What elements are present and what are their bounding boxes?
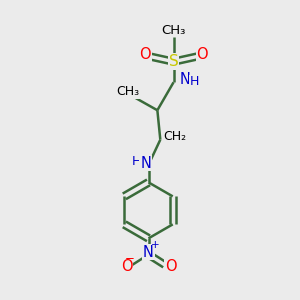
Text: −: −: [125, 252, 135, 265]
Text: H: H: [190, 75, 200, 88]
Text: S: S: [169, 54, 178, 69]
Text: CH₂: CH₂: [163, 130, 186, 143]
Text: CH₃: CH₃: [116, 85, 139, 98]
Text: N: N: [140, 156, 151, 171]
Text: H: H: [131, 155, 141, 168]
Text: N: N: [143, 245, 154, 260]
Text: O: O: [139, 47, 151, 62]
Text: O: O: [165, 259, 176, 274]
Text: +: +: [151, 240, 159, 250]
Text: O: O: [196, 47, 208, 62]
Text: O: O: [121, 259, 132, 274]
Text: CH₃: CH₃: [161, 24, 186, 37]
Text: N: N: [179, 72, 190, 87]
